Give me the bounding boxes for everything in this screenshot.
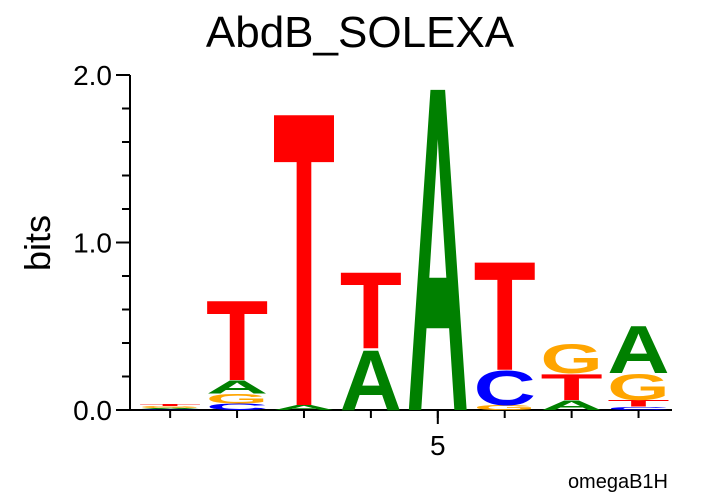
logo-letter: C (474, 360, 536, 415)
chart-title: AbdB_SOLEXA (206, 8, 515, 57)
logo-letter: A (407, 0, 469, 496)
logo-letter: A (139, 408, 201, 410)
logo-letter: T (474, 231, 536, 404)
logo-letter: C (206, 402, 268, 412)
logo-letter: T (541, 367, 603, 408)
x-tick-label: 5 (430, 430, 446, 461)
logo-letter: T (206, 278, 268, 405)
logo-letter: A (273, 404, 335, 412)
logo-letter: G (607, 367, 669, 408)
logo-letter: A (607, 312, 669, 388)
y-tick-label: 2.0 (73, 60, 112, 91)
y-tick-label: 1.0 (73, 228, 112, 259)
y-tick-label: 0.0 (73, 395, 112, 426)
y-axis-label: bits (17, 215, 58, 271)
logo-letter: C (139, 409, 201, 410)
logo-letter: A (541, 397, 603, 413)
logo-letter: G (139, 406, 201, 409)
logo-letter: G (474, 404, 536, 412)
logo-letter: T (340, 248, 402, 371)
logo-letter: T (273, 24, 335, 494)
logo-letter: G (541, 336, 603, 383)
annotation: omegaB1H (568, 471, 668, 493)
logo-letter: G (206, 391, 268, 407)
logo-letter: A (340, 332, 402, 428)
logo-letter: A (206, 376, 268, 397)
logo-letter: T (607, 398, 669, 408)
logo-letter: C (607, 406, 669, 411)
logo-letter: T (139, 404, 201, 407)
